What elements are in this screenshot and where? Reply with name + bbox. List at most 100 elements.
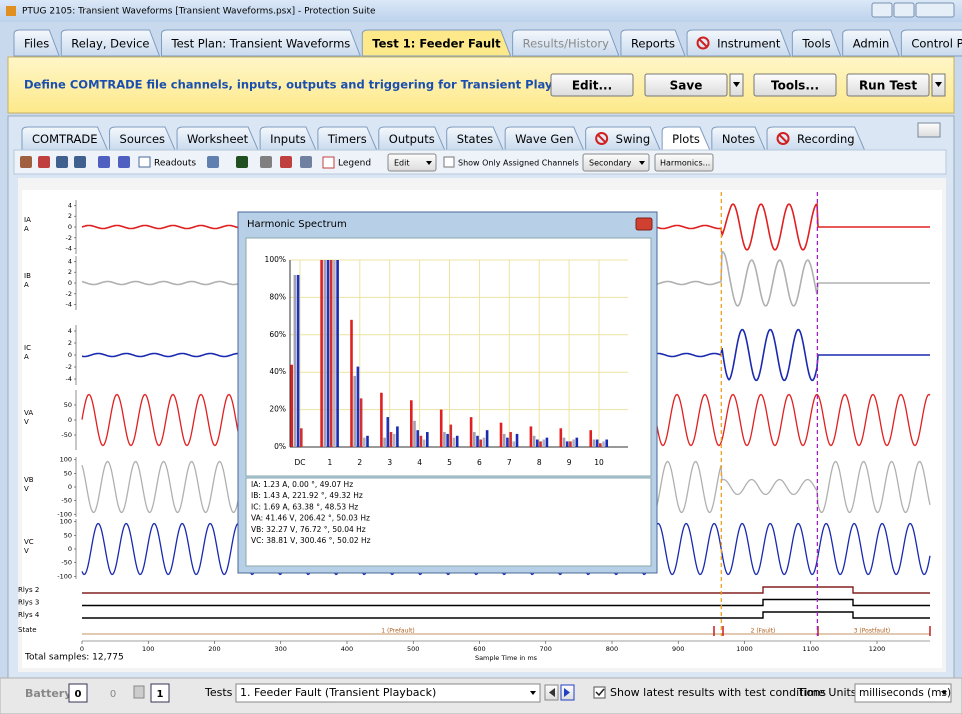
tab[interactable]: Plots bbox=[661, 126, 711, 151]
banner-button[interactable]: Save bbox=[644, 73, 744, 97]
combo-arrow bbox=[426, 161, 432, 165]
tab[interactable]: Sources bbox=[109, 126, 176, 151]
tool-icon[interactable] bbox=[38, 156, 50, 168]
tab[interactable]: Reports bbox=[620, 29, 686, 57]
y-tick-label: 20% bbox=[269, 405, 286, 414]
tab[interactable]: Test Plan: Transient Waveforms bbox=[161, 29, 362, 57]
tab[interactable]: Outputs bbox=[378, 126, 446, 151]
harmonics-button[interactable] bbox=[654, 153, 714, 172]
relay-label: Rlys 4 bbox=[18, 611, 40, 619]
tool-icon[interactable] bbox=[260, 156, 272, 168]
tab-label: Inputs bbox=[270, 132, 306, 146]
channel-unit: A bbox=[24, 225, 29, 233]
time-units: milliseconds (ms) bbox=[859, 687, 951, 699]
tab[interactable]: Recording bbox=[766, 126, 866, 151]
checkbox[interactable] bbox=[593, 686, 606, 699]
tool-icon[interactable] bbox=[207, 156, 219, 168]
panel-button[interactable] bbox=[917, 122, 941, 138]
toolbar bbox=[13, 149, 947, 175]
bar bbox=[473, 432, 476, 447]
tab[interactable]: Tools bbox=[791, 29, 842, 57]
tab-shape bbox=[446, 126, 504, 151]
button-label: Tools... bbox=[771, 79, 819, 93]
combo[interactable] bbox=[387, 153, 437, 172]
maximize[interactable] bbox=[893, 2, 915, 18]
tab-label: Test 1: Feeder Fault bbox=[372, 37, 501, 51]
x-tick-label: 7 bbox=[507, 458, 512, 467]
tab-label: Results/History bbox=[523, 37, 610, 51]
legend-icon[interactable] bbox=[322, 156, 335, 169]
y-tick-label: 50 bbox=[64, 401, 72, 409]
tab[interactable]: Swing bbox=[585, 126, 661, 151]
tab[interactable]: Relay, Device bbox=[60, 29, 161, 57]
banner-text: Define COMTRADE file channels, inputs, o… bbox=[24, 78, 613, 92]
test-combo[interactable] bbox=[235, 683, 541, 703]
readout-line: VC: 38.81 V, 300.46 °, 50.02 Hz bbox=[251, 536, 371, 545]
tab-label: Reports bbox=[631, 37, 675, 51]
tab-shape bbox=[161, 29, 362, 57]
window-controls[interactable] bbox=[871, 2, 955, 18]
bar bbox=[476, 435, 479, 447]
checkbox[interactable] bbox=[443, 156, 455, 168]
tab[interactable]: Files bbox=[13, 29, 60, 57]
minimize[interactable] bbox=[871, 2, 893, 18]
tab-label: Swing bbox=[616, 132, 651, 146]
no-icon bbox=[776, 132, 790, 145]
tab[interactable]: Instrument bbox=[686, 29, 792, 57]
tab-shape bbox=[60, 29, 161, 57]
tool-icon[interactable] bbox=[118, 156, 130, 168]
tool-icon[interactable] bbox=[74, 156, 86, 168]
tab[interactable]: Wave Gen bbox=[504, 126, 585, 151]
x-tick-label: 300 bbox=[275, 645, 287, 653]
tab-shape bbox=[661, 126, 711, 151]
tool-icon[interactable] bbox=[56, 156, 68, 168]
readouts-label: Readouts bbox=[154, 159, 196, 169]
tab[interactable]: Inputs bbox=[259, 126, 317, 151]
bar bbox=[605, 439, 609, 447]
bar bbox=[333, 260, 336, 447]
y-tick-label: 100% bbox=[265, 255, 286, 264]
banner-button[interactable]: Tools... bbox=[753, 73, 837, 97]
tab[interactable]: Control Panel bbox=[900, 29, 962, 57]
bar bbox=[515, 433, 519, 447]
x-tick-label: 0 bbox=[80, 645, 84, 653]
banner-button[interactable]: Edit... bbox=[550, 73, 634, 97]
y-tick-label: -2 bbox=[66, 234, 72, 242]
tool-icon[interactable] bbox=[280, 156, 292, 168]
tool-icon[interactable] bbox=[236, 156, 248, 168]
tab[interactable]: Admin bbox=[842, 29, 901, 57]
bar bbox=[392, 433, 396, 447]
tab-label: Files bbox=[24, 37, 49, 51]
harmonics-label: Harmonics... bbox=[660, 159, 710, 168]
channel-unit: A bbox=[24, 281, 29, 289]
tool-icon[interactable] bbox=[20, 156, 32, 168]
tab[interactable]: Timers bbox=[317, 126, 378, 151]
channel-unit: V bbox=[24, 485, 29, 493]
tab-label: Test Plan: Transient Waveforms bbox=[171, 37, 351, 51]
bar bbox=[572, 439, 575, 447]
bar bbox=[589, 430, 593, 447]
tab[interactable]: Test 1: Feeder Fault bbox=[361, 29, 512, 57]
tab[interactable]: Results/History bbox=[512, 29, 620, 57]
combo[interactable] bbox=[582, 153, 650, 172]
tab[interactable]: States bbox=[446, 126, 504, 151]
bar bbox=[356, 366, 360, 447]
tool-icon[interactable] bbox=[98, 156, 110, 168]
readout-line: IA: 1.23 A, 0.00 °, 49.07 Hz bbox=[251, 480, 353, 489]
tool-icon[interactable] bbox=[300, 156, 312, 168]
dialog-close[interactable] bbox=[635, 217, 653, 231]
close[interactable] bbox=[915, 2, 955, 18]
show-latest: Show latest results with test conditions bbox=[610, 686, 826, 699]
tab-label: COMTRADE bbox=[32, 132, 98, 146]
tab[interactable]: Worksheet bbox=[176, 126, 259, 151]
tab[interactable]: COMTRADE bbox=[21, 126, 109, 151]
y-tick-label: 100 bbox=[60, 456, 72, 464]
tab-shape bbox=[259, 126, 317, 151]
tool-icon[interactable] bbox=[138, 156, 151, 168]
assigned-label: Show Only Assigned Channels bbox=[458, 159, 579, 168]
tab[interactable]: Notes bbox=[711, 126, 766, 151]
bar bbox=[562, 437, 566, 447]
relay-trace bbox=[82, 586, 930, 594]
time-combo[interactable] bbox=[854, 683, 952, 703]
banner-button[interactable]: Run Test bbox=[846, 73, 946, 97]
